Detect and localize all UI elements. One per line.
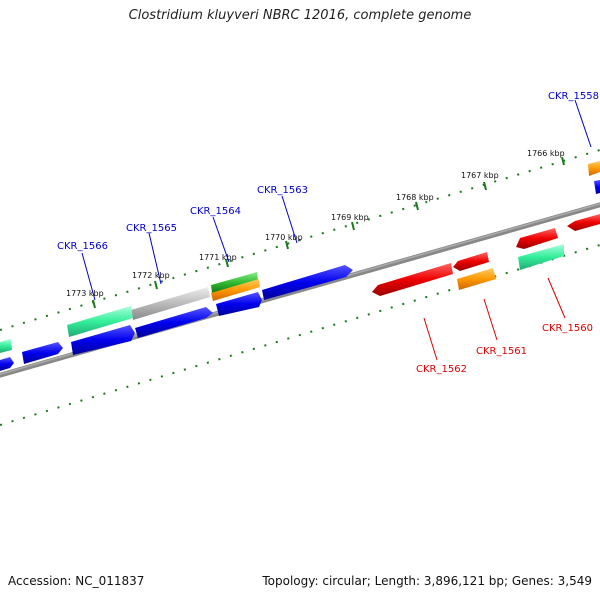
gene-arrow-ckr-1561[interactable]: [457, 268, 496, 290]
gene-arrow[interactable]: [567, 214, 600, 231]
gene-arrow[interactable]: [516, 228, 558, 249]
gene-label-ckr-1564: CKR_1564: [190, 206, 241, 217]
gene-arrow[interactable]: [594, 180, 600, 194]
tick-label-1766: 1766 kbp: [527, 149, 565, 158]
gene-arrow[interactable]: [0, 339, 12, 353]
gene-arrow-ckr-1565[interactable]: [131, 287, 210, 320]
genome-summary-text: Topology: circular; Length: 3,896,121 bp…: [262, 574, 592, 588]
gene-label-ckr-1563: CKR_1563: [257, 185, 308, 196]
gene-arrow-ckr-1560[interactable]: [518, 244, 564, 270]
gene-arrow[interactable]: [22, 342, 63, 364]
gene-arrow[interactable]: [135, 307, 213, 338]
tick-label-1767: 1767 kbp: [461, 171, 499, 180]
gene-arrow[interactable]: [71, 325, 135, 355]
tick-label-1771: 1771 kbp: [199, 253, 237, 262]
tick-label-1772: 1772 kbp: [132, 271, 170, 280]
gene-arrow-ckr-1562[interactable]: [372, 263, 453, 296]
accession-text: Accession: NC_011837: [8, 574, 145, 588]
gene-label-ckr-1562: CKR_1562: [416, 364, 467, 375]
major-ticks: [92, 156, 565, 309]
gene-arrow[interactable]: [0, 357, 14, 371]
reverse-strand-genes: [372, 214, 600, 296]
gene-arrow-ckr-1563[interactable]: [262, 265, 353, 300]
tick-label-1769: 1769 kbp: [331, 213, 369, 222]
gene-label-ckr-1566: CKR_1566: [57, 241, 108, 252]
gene-label-ckr-1558: CKR_1558: [548, 91, 599, 102]
tick-label-1768: 1768 kbp: [396, 193, 434, 202]
gene-arrow-ckr-1564[interactable]: [211, 272, 258, 293]
gene-arrow-ckr-1558[interactable]: [588, 161, 600, 176]
gene-label-ckr-1565: CKR_1565: [126, 223, 177, 234]
gene-arrow[interactable]: [211, 279, 260, 301]
gene-label-ckr-1561: CKR_1561: [476, 346, 527, 357]
gene-arrow-ckr-1566[interactable]: [67, 306, 133, 337]
map-title: Clostridium kluyveri NBRC 12016, complet…: [128, 8, 472, 23]
outer-tick-ring: [0, 149, 600, 331]
label-leaders: [81, 99, 592, 361]
gene-arrow[interactable]: [216, 292, 262, 316]
gene-arrow[interactable]: [453, 252, 489, 271]
tick-label-1770: 1770 kbp: [265, 233, 303, 242]
tick-label-1773: 1773 kbp: [66, 289, 104, 298]
gene-label-ckr-1560: CKR_1560: [542, 323, 593, 334]
inner-tick-ring: [0, 244, 600, 426]
forward-strand-genes: [0, 161, 600, 371]
